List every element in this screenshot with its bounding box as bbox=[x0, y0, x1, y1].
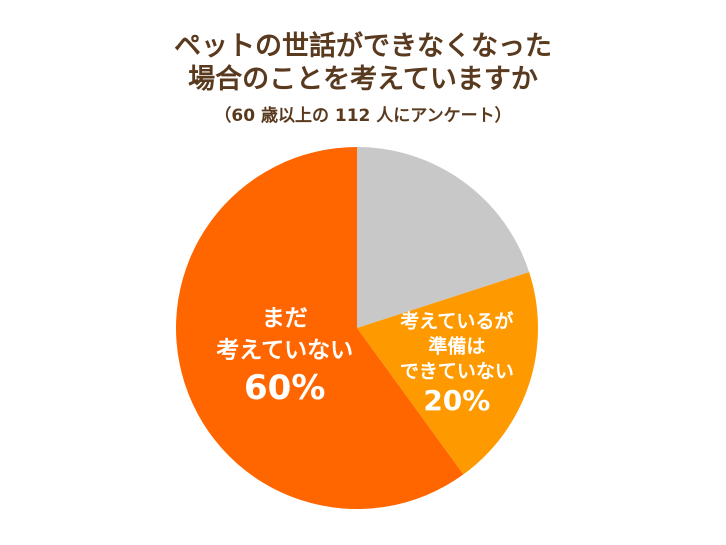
chart-title: ペットの世話ができなくなった場合のことを考えていますか bbox=[174, 30, 552, 95]
value-label: 20% bbox=[423, 384, 490, 417]
pie-slice bbox=[357, 272, 538, 475]
category-label: 考えているが準備はできていない bbox=[400, 309, 514, 382]
chart-subtitle: （60 歳以上の 112 人にアンケート） bbox=[214, 105, 511, 126]
pie-slice bbox=[357, 147, 530, 328]
pie-slice bbox=[176, 147, 464, 509]
value-label: 60% bbox=[244, 368, 325, 408]
category-label: まだ考えていない bbox=[216, 305, 353, 363]
